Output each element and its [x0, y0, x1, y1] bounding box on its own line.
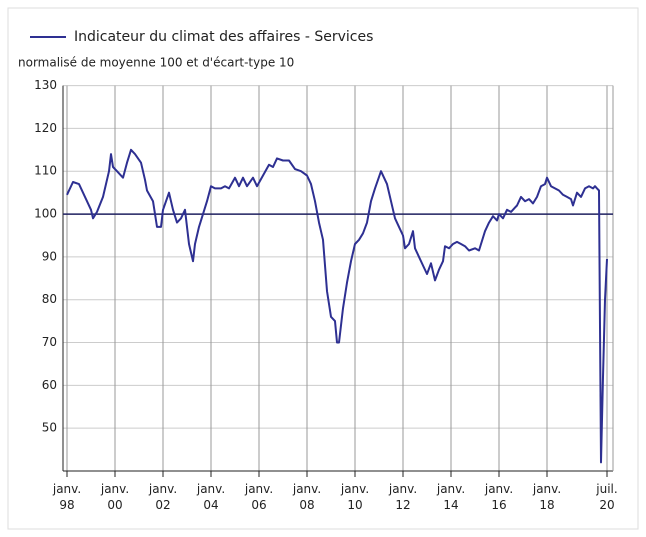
x-tick-label-line: 16 [491, 498, 506, 512]
y-tick-label: 60 [42, 378, 57, 392]
x-tick-label-line: janv. [292, 482, 321, 496]
x-tick-label: janv. 00 [100, 482, 129, 512]
x-tick-label-line: janv. [244, 482, 273, 496]
x-tick-label-line: 98 [59, 498, 74, 512]
x-tick-label-line: 18 [539, 498, 554, 512]
x-tick-label: janv. 12 [388, 482, 417, 512]
y-tick-label: 120 [34, 121, 57, 135]
x-tick-label-line: 14 [443, 498, 458, 512]
x-tick-label-line: janv. [52, 482, 81, 496]
legend-label: Indicateur du climat des affaires - Serv… [74, 29, 373, 45]
x-tick-label: janv. 08 [292, 482, 321, 512]
x-tick-label-line: janv. [148, 482, 177, 496]
x-tick-label: janv. 18 [532, 482, 561, 512]
x-tick-label: janv. 98 [52, 482, 81, 512]
x-tick-label-line: 00 [107, 498, 122, 512]
y-tick-label: 130 [34, 78, 57, 92]
x-tick-label-line: janv. [436, 482, 465, 496]
y-tick-label: 90 [42, 249, 57, 263]
x-tick-label: janv. 14 [436, 482, 465, 512]
x-tick-label-line: janv. [532, 482, 561, 496]
y-tick-label: 70 [42, 335, 57, 349]
x-tick-label-line: 10 [347, 498, 362, 512]
x-tick-label-line: 12 [395, 498, 410, 512]
x-tick-label-line: janv. [196, 482, 225, 496]
x-tick-label: janv. 10 [340, 482, 369, 512]
x-tick-label: janv. 04 [196, 482, 225, 512]
x-tick-label-line: janv. [484, 482, 513, 496]
x-tick-label-line: 02 [155, 498, 170, 512]
frame [7, 7, 639, 530]
y-tick-label: 50 [42, 421, 57, 435]
x-tick-label: janv. 06 [244, 482, 273, 512]
x-tick-label-line: janv. [340, 482, 369, 496]
y-tick-label: 110 [34, 164, 57, 178]
y-tick-label: 80 [42, 292, 57, 306]
x-tick-label: janv. 16 [484, 482, 513, 512]
y-tick-label: 100 [34, 207, 57, 221]
x-tick-label: janv. 02 [148, 482, 177, 512]
x-tick-label-line: janv. [388, 482, 417, 496]
x-tick-label-line: janv. [100, 482, 129, 496]
x-tick-label: juil. 20 [595, 482, 617, 512]
x-tick-label-line: 06 [251, 498, 266, 512]
x-tick-label-line: 08 [299, 498, 314, 512]
subtitle: normalisé de moyenne 100 et d'écart-type… [18, 56, 294, 70]
x-tick-label-line: 04 [203, 498, 218, 512]
series-line [66, 148, 608, 464]
x-tick-label-line: juil. [595, 482, 617, 496]
x-tick-label-line: 20 [599, 498, 614, 512]
